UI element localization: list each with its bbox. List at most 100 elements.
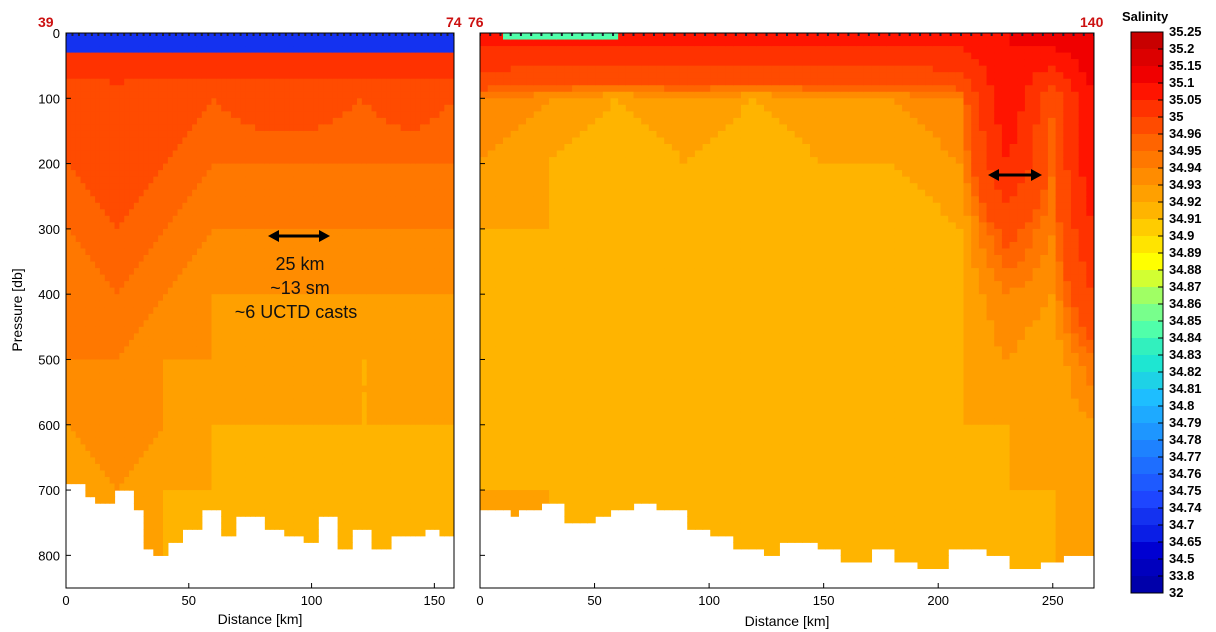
left-cell	[347, 241, 353, 250]
left-cell	[357, 189, 363, 197]
left-cell	[211, 424, 217, 432]
left-cell	[182, 490, 188, 498]
left-cell	[245, 52, 251, 60]
left-cell	[235, 189, 242, 197]
left-cell	[216, 346, 222, 354]
left-cell	[167, 235, 174, 243]
left-cell	[201, 385, 208, 393]
left-cell	[245, 313, 251, 321]
left-cell	[289, 196, 295, 204]
left-cell	[221, 261, 227, 269]
left-cell	[371, 470, 377, 478]
left-cell	[260, 509, 266, 517]
left-cell	[90, 46, 96, 54]
left-cell	[148, 503, 154, 511]
left-cell	[332, 52, 339, 60]
left-cell	[167, 294, 174, 302]
left-cell	[357, 418, 363, 426]
left-cell	[187, 72, 193, 80]
left-cell	[226, 346, 232, 354]
left-cell	[274, 248, 280, 256]
left-cell	[196, 261, 203, 269]
left-cell	[187, 463, 193, 472]
left-cell	[221, 346, 227, 354]
left-cell	[158, 437, 164, 445]
left-cell	[361, 241, 368, 250]
left-cell	[66, 176, 72, 184]
left-cell	[99, 431, 106, 439]
left-cell	[167, 202, 174, 210]
left-cell	[376, 248, 382, 256]
left-cell	[279, 366, 285, 374]
left-cell	[264, 228, 271, 237]
left-cell	[342, 33, 348, 41]
left-cell	[323, 104, 329, 112]
left-cell	[293, 392, 300, 400]
left-cell	[90, 52, 96, 60]
left-cell	[376, 163, 382, 171]
left-cell	[226, 281, 232, 289]
left-cell	[167, 385, 174, 393]
left-cell	[293, 470, 300, 478]
left-cell	[347, 78, 353, 86]
left-cell	[172, 326, 179, 334]
left-cell	[313, 268, 319, 276]
left-cell	[119, 274, 125, 282]
left-cell	[80, 39, 86, 47]
left-cell	[230, 163, 237, 171]
left-cell	[138, 405, 145, 413]
left-cell	[182, 85, 188, 93]
left-cell	[158, 490, 164, 498]
left-cell	[211, 222, 217, 230]
left-cell	[269, 490, 276, 498]
left-cell	[376, 281, 382, 289]
left-cell	[201, 176, 208, 184]
left-cell	[70, 189, 77, 197]
left-cell	[66, 189, 72, 197]
left-cell	[361, 496, 368, 504]
left-cell	[357, 300, 363, 308]
left-cell	[119, 366, 125, 374]
left-cell	[240, 150, 247, 158]
left-cell	[308, 33, 314, 41]
left-cell	[381, 431, 387, 439]
left-cell	[303, 248, 310, 256]
left-cell	[206, 359, 213, 367]
left-cell	[308, 281, 314, 289]
left-cell	[192, 183, 198, 191]
left-cell	[366, 470, 373, 478]
left-cell	[255, 248, 261, 256]
left-cell	[158, 130, 164, 139]
left-cell	[366, 65, 373, 73]
left-cell	[313, 104, 319, 112]
left-cell	[303, 359, 310, 367]
left-cell	[269, 104, 276, 112]
left-cell	[357, 209, 363, 217]
left-cell	[95, 490, 101, 498]
left-cell	[308, 333, 314, 341]
left-cell	[138, 496, 145, 504]
left-cell	[129, 294, 135, 302]
left-cell	[284, 470, 290, 478]
left-cell	[245, 509, 251, 517]
left-cell	[80, 261, 86, 269]
left-cell	[366, 150, 373, 158]
left-cell	[323, 144, 329, 152]
left-cell	[95, 46, 101, 54]
left-cell	[163, 483, 169, 491]
left-cell	[95, 72, 101, 80]
left-cell	[114, 424, 120, 432]
left-cell	[216, 405, 222, 413]
left-cell	[318, 281, 324, 289]
left-cell	[124, 326, 130, 334]
left-cell	[347, 111, 353, 119]
left-cell	[158, 470, 164, 478]
left-cell	[182, 157, 188, 165]
left-cell	[187, 437, 193, 445]
left-cell	[158, 392, 164, 400]
left-cell	[308, 59, 314, 67]
left-cell	[303, 163, 310, 171]
left-cell	[133, 209, 140, 217]
left-cell	[158, 352, 164, 361]
left-cell	[352, 405, 358, 413]
